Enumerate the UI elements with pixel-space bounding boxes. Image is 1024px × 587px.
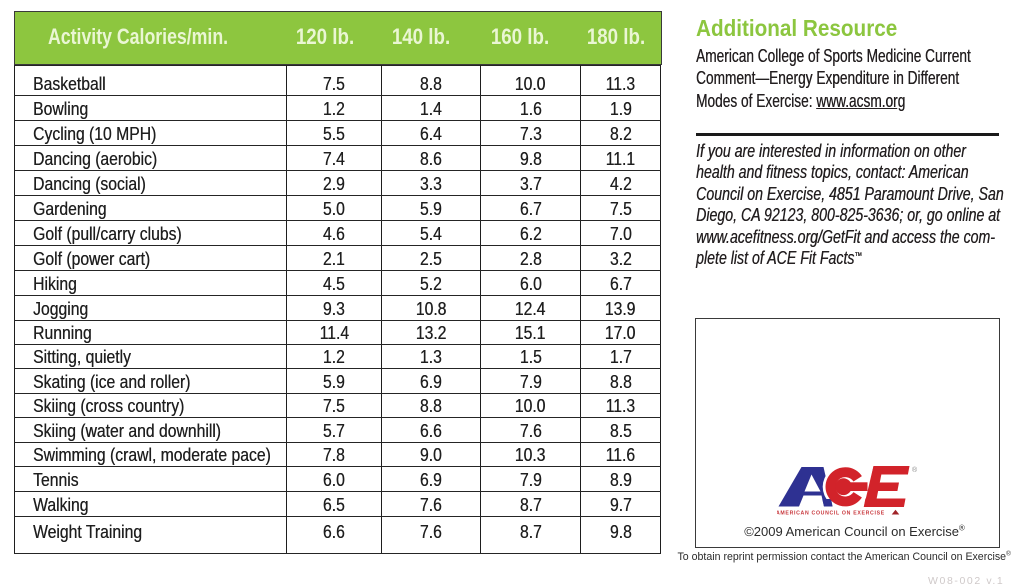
svg-text:AMERICAN COUNCIL ON EXERCISE: AMERICAN COUNCIL ON EXERCISE bbox=[777, 511, 885, 517]
svg-text:®: ® bbox=[912, 466, 918, 474]
